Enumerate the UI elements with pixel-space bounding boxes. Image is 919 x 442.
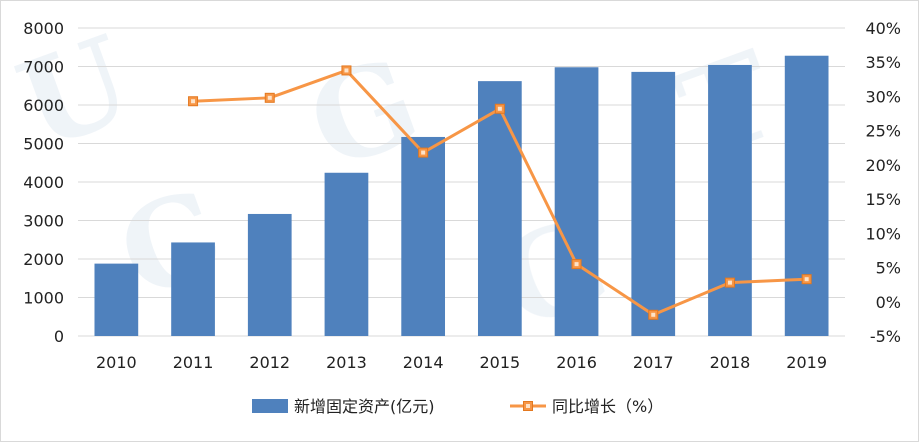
legend-line-label: 同比增长（%） bbox=[552, 397, 663, 416]
growth-point-inner bbox=[651, 312, 656, 317]
y-left-tick-label: 2000 bbox=[23, 250, 64, 269]
y-right-tick-label: 35% bbox=[865, 53, 901, 72]
y-left-tick-label: 6000 bbox=[23, 96, 64, 115]
x-axis: 2010 2011 2012 2013 2014 2015 2016 2017 2018 2019 bbox=[96, 353, 827, 372]
x-tick-label: 2011 bbox=[173, 353, 214, 372]
bar-2018 bbox=[708, 64, 752, 337]
growth-point-inner bbox=[497, 106, 502, 111]
bar-2010 bbox=[94, 263, 139, 336]
y-right-tick-label: 40% bbox=[865, 19, 901, 38]
x-tick-label: 2015 bbox=[479, 353, 520, 372]
growth-point-inner bbox=[574, 262, 579, 267]
line-series bbox=[188, 65, 812, 320]
y-right-tick-label: 10% bbox=[865, 224, 901, 243]
y-right-tick-label: 30% bbox=[865, 87, 901, 106]
x-tick-label: 2016 bbox=[556, 353, 597, 372]
bar-2012 bbox=[247, 213, 292, 336]
legend-bar-swatch bbox=[252, 399, 288, 413]
legend-bar-label: 新增固定资产(亿元) bbox=[294, 397, 435, 416]
x-tick-label: 2018 bbox=[710, 353, 751, 372]
bar-2017 bbox=[631, 71, 676, 336]
bar-2016 bbox=[554, 67, 599, 337]
growth-point-inner bbox=[804, 277, 809, 282]
right-axis: -5% 0% 5% 10% 15% 20% 25% 30% 35% 40% bbox=[865, 19, 901, 346]
y-left-tick-label: 5000 bbox=[23, 135, 64, 154]
y-right-tick-label: 15% bbox=[865, 190, 901, 209]
left-axis: 0 1000 2000 3000 4000 5000 6000 7000 8000 bbox=[23, 19, 64, 346]
y-left-tick-label: 1000 bbox=[23, 289, 64, 308]
y-left-tick-label: 3000 bbox=[23, 212, 64, 231]
y-left-tick-label: 0 bbox=[54, 327, 64, 346]
bar-series bbox=[94, 55, 829, 337]
bar-2013 bbox=[324, 172, 369, 336]
x-tick-label: 2010 bbox=[96, 353, 137, 372]
bar-2011 bbox=[171, 242, 215, 336]
growth-point-inner bbox=[421, 150, 426, 155]
growth-point-inner bbox=[191, 99, 196, 104]
x-tick-label: 2013 bbox=[326, 353, 367, 372]
bar-2014 bbox=[401, 136, 446, 336]
x-tick-label: 2012 bbox=[249, 353, 290, 372]
bar-2015 bbox=[477, 81, 522, 336]
y-right-tick-label: -5% bbox=[870, 327, 901, 346]
legend-line-marker-inner bbox=[526, 404, 530, 408]
y-right-tick-label: 20% bbox=[865, 156, 901, 175]
y-right-tick-label: 0% bbox=[876, 293, 901, 312]
y-right-tick-label: 25% bbox=[865, 122, 901, 141]
x-tick-label: 2019 bbox=[786, 353, 827, 372]
x-tick-label: 2014 bbox=[403, 353, 444, 372]
y-left-tick-label: 7000 bbox=[23, 58, 64, 77]
y-left-tick-label: 4000 bbox=[23, 173, 64, 192]
growth-point-inner bbox=[344, 68, 349, 73]
growth-point-inner bbox=[267, 95, 272, 100]
y-right-tick-label: 5% bbox=[876, 259, 901, 278]
bar-2019 bbox=[784, 55, 829, 336]
x-tick-label: 2017 bbox=[633, 353, 674, 372]
y-left-tick-label: 8000 bbox=[23, 19, 64, 38]
growth-point-inner bbox=[727, 280, 732, 285]
legend: 新增固定资产(亿元) 同比增长（%） bbox=[252, 397, 663, 416]
